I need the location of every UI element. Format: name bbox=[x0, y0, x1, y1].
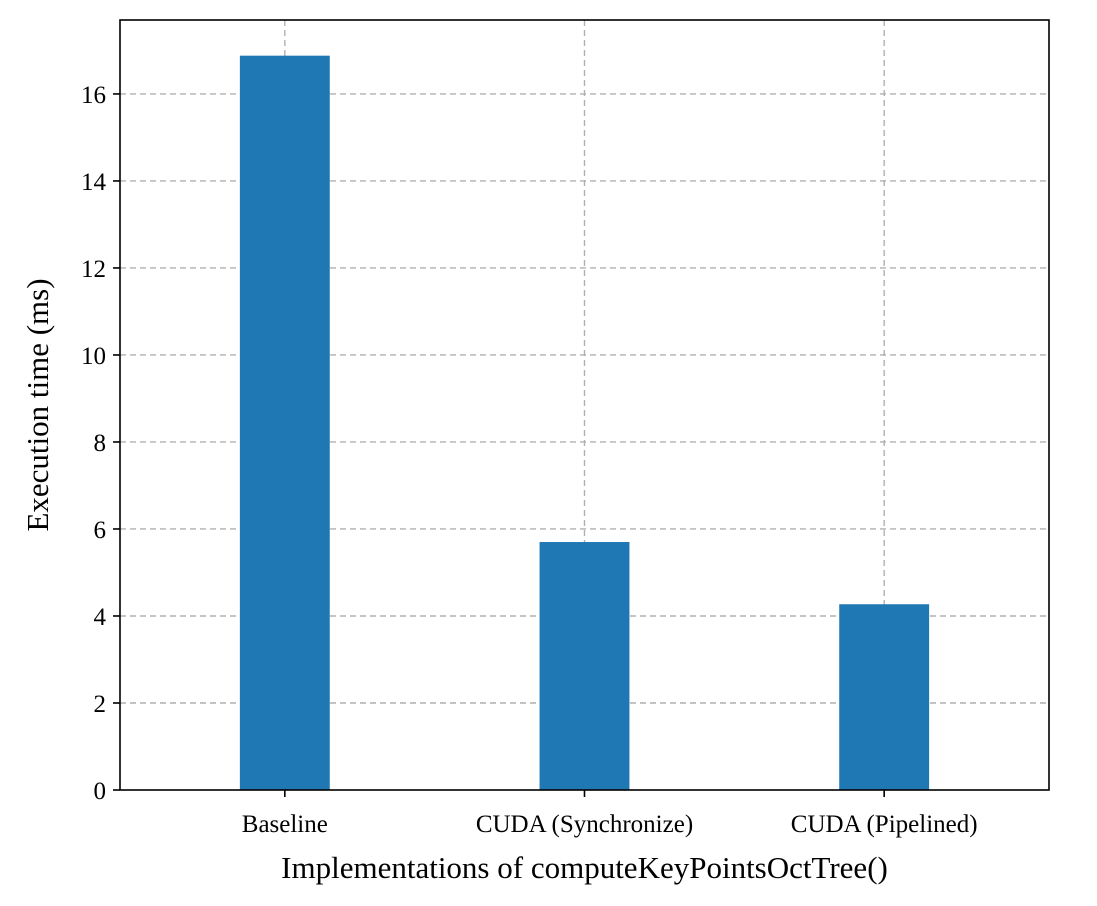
y-tick-label: 6 bbox=[94, 517, 107, 544]
x-axis-title: Implementations of computeKeyPointsOctTr… bbox=[281, 850, 888, 885]
plot-frame bbox=[119, 19, 1050, 791]
ticks-layer: 0 2 4 6 8 10 12 14 16 Baseline CUDA (Synchronize) C… bbox=[81, 82, 978, 838]
bar-0 bbox=[239, 55, 330, 791]
y-tick-label: 16 bbox=[81, 82, 106, 109]
y-tick-label: 12 bbox=[81, 256, 106, 283]
y-tick-label: 8 bbox=[94, 430, 107, 457]
bar-1 bbox=[539, 542, 630, 790]
x-tick-label: Baseline bbox=[242, 811, 328, 838]
y-axis-title: Execution time (ms) bbox=[20, 278, 55, 531]
bar-2 bbox=[839, 604, 930, 790]
y-tick-label: 4 bbox=[94, 604, 107, 631]
y-tick-label: 14 bbox=[81, 169, 107, 196]
y-tick-label: 10 bbox=[81, 343, 106, 370]
bars-layer bbox=[239, 55, 930, 791]
y-tick-label: 0 bbox=[94, 778, 107, 805]
y-tick-label: 2 bbox=[94, 691, 107, 718]
x-tick-label: CUDA (Pipelined) bbox=[791, 811, 978, 838]
x-tick-label: CUDA (Synchronize) bbox=[476, 811, 693, 838]
